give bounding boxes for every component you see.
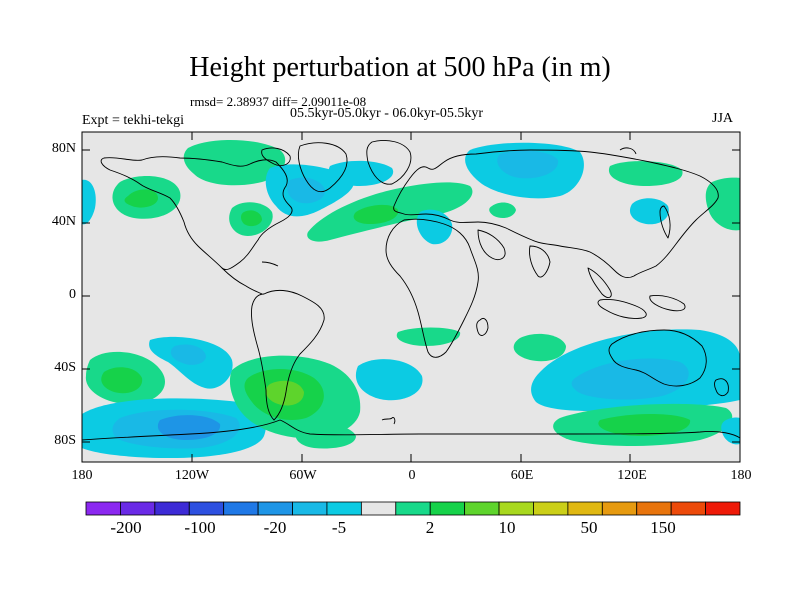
colorbar-label: 2 <box>425 518 435 537</box>
contour-region <box>241 210 262 227</box>
lon-label-0: 0 <box>408 468 416 483</box>
contour-region <box>571 358 689 400</box>
lon-label-180w: 180 <box>71 468 93 483</box>
periods-text: 05.5kyr-05.0kyr - 06.0kyr-05.5kyr <box>290 106 484 121</box>
contour-field <box>82 139 740 458</box>
colorbar-swatch <box>85 501 121 516</box>
colorbar-swatch <box>670 501 706 516</box>
colorbar-label: 150 <box>650 518 676 537</box>
colorbar-swatch <box>326 501 362 516</box>
chart-title: Height perturbation at 500 hPa (in m) <box>189 52 611 83</box>
lat-label-40s: 40S <box>54 360 76 375</box>
contour-region <box>170 344 206 365</box>
contour-region <box>82 179 96 225</box>
contour-region <box>629 198 669 225</box>
stats-text: rmsd= 2.38937 diff= 2.09011e-08 <box>190 94 367 109</box>
colorbar-swatch <box>360 501 397 516</box>
contour-region <box>497 150 559 179</box>
lat-label-40n: 40N <box>51 214 76 229</box>
colorbar-swatch <box>705 501 741 516</box>
colorbar-swatch <box>257 501 293 516</box>
colorbar-swatch <box>223 501 259 516</box>
colorbar-label: -20 <box>263 518 287 537</box>
contour-region <box>489 202 516 218</box>
colorbar-swatch <box>533 501 569 516</box>
coastlines <box>82 140 740 441</box>
contour-region <box>513 333 566 362</box>
contour-region <box>265 380 304 406</box>
colorbar-swatch <box>601 501 638 516</box>
lat-label-0: 0 <box>69 287 76 302</box>
colorbar-swatch <box>429 501 466 516</box>
contour-region <box>124 189 158 208</box>
axis-ticks <box>82 132 740 462</box>
colorbar-swatch <box>464 501 500 516</box>
contour-region <box>396 327 461 346</box>
colorbar-swatch <box>120 501 156 516</box>
contour-region <box>183 139 286 186</box>
colorbar-swatch <box>567 501 603 516</box>
contour-region <box>353 204 399 224</box>
contour-region <box>705 177 740 231</box>
contour-region <box>287 177 326 204</box>
colorbar-label: 50 <box>580 518 598 537</box>
colorbar-swatch <box>188 501 225 516</box>
colorbar-swatch <box>292 501 328 516</box>
colorbar <box>85 501 741 516</box>
colorbar-label: -100 <box>184 518 216 537</box>
lon-label-120e: 120E <box>617 468 647 483</box>
colorbar-swatch <box>498 501 534 516</box>
colorbar-label: 10 <box>498 518 516 537</box>
experiment-label: Expt = tekhi-tekgi <box>82 113 184 128</box>
lon-label-60e: 60E <box>510 468 534 483</box>
contour-region <box>608 161 683 186</box>
contour-region <box>157 415 221 440</box>
colorbar-swatch <box>395 501 431 516</box>
colorbar-swatch <box>636 501 672 516</box>
contour-region <box>101 367 143 394</box>
contour-region <box>721 417 740 445</box>
lat-label-80n: 80N <box>51 141 76 156</box>
colorbar-label: -200 <box>110 518 142 537</box>
contour-region <box>295 423 356 449</box>
contour-region <box>598 414 691 436</box>
contour-region <box>416 209 453 245</box>
colorbar-swatch <box>154 501 190 516</box>
lon-label-120w: 120W <box>174 468 210 483</box>
lat-label-80s: 80S <box>54 433 76 448</box>
lon-label-180e: 180 <box>730 468 752 483</box>
season-label: JJA <box>712 111 734 126</box>
contour-region <box>355 359 423 401</box>
contour-region <box>328 160 394 186</box>
lon-label-60w: 60W <box>289 468 317 483</box>
colorbar-label: -5 <box>331 518 347 537</box>
